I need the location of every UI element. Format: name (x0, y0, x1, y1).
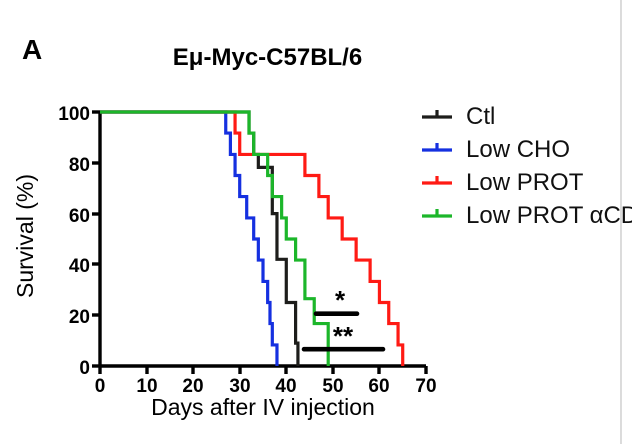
svg-text:20: 20 (69, 307, 90, 328)
svg-text:Low CHO: Low CHO (466, 136, 570, 163)
svg-text:**: ** (333, 321, 354, 351)
svg-text:*: * (335, 285, 346, 315)
svg-text:0: 0 (79, 358, 90, 379)
svg-text:Low PROT αCD: Low PROT αCD (466, 202, 632, 229)
svg-text:60: 60 (69, 206, 90, 227)
svg-text:100: 100 (58, 104, 90, 125)
svg-text:Survival (%): Survival (%) (12, 174, 38, 298)
svg-text:Low PROT: Low PROT (466, 169, 584, 196)
svg-text:0: 0 (95, 376, 106, 397)
svg-text:80: 80 (69, 155, 90, 176)
svg-text:Days after IV injection: Days after IV injection (151, 394, 375, 420)
svg-text:40: 40 (69, 256, 90, 277)
svg-text:70: 70 (415, 376, 436, 397)
svg-text:Ctl: Ctl (466, 103, 495, 130)
